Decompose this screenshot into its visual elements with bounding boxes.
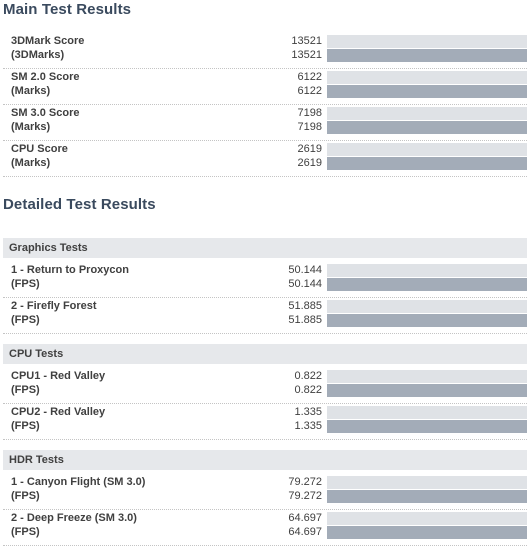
result-unit: (Marks): [11, 121, 51, 133]
result-row-cpu-score: CPU Score (Marks) 2619 2619: [3, 140, 527, 177]
group-header-cpu-tests: CPU Tests: [3, 344, 527, 364]
row-separator: [3, 104, 527, 105]
row-separator: [3, 509, 527, 510]
result-value: 51.885: [288, 300, 322, 312]
result-name: SM 2.0 Score: [11, 71, 80, 83]
result-bar-track: [327, 370, 527, 383]
result-bar-fill: [327, 314, 527, 327]
result-row-deep-freeze: 2 - Deep Freeze (SM 3.0) (FPS) 64.697 64…: [3, 509, 527, 546]
result-row-canyon-flight: 1 - Canyon Flight (SM 3.0) (FPS) 79.272 …: [3, 473, 527, 510]
result-unit: (FPS): [11, 526, 40, 538]
result-bar-fill: [327, 121, 527, 134]
result-bar-fill: [327, 278, 527, 291]
result-bar: [327, 526, 527, 539]
result-bar: [327, 278, 527, 291]
result-bar: [327, 121, 527, 134]
result-value-repeat: 64.697: [288, 526, 322, 538]
result-bar: [327, 384, 527, 397]
result-unit: (FPS): [11, 314, 40, 326]
result-bar-track: [327, 143, 527, 156]
result-bar-fill: [327, 157, 527, 170]
result-row-3dmark-score: 3DMark Score (3DMarks) 13521 13521: [3, 32, 527, 69]
result-row-cpu2-red-valley: CPU2 - Red Valley (FPS) 1.335 1.335: [3, 403, 527, 440]
result-unit: (FPS): [11, 278, 40, 290]
result-value: 79.272: [288, 476, 322, 488]
result-value: 64.697: [288, 512, 322, 524]
main-results-heading: Main Test Results: [3, 1, 132, 18]
result-name: SM 3.0 Score: [11, 107, 80, 119]
result-value-repeat: 2619: [297, 157, 322, 169]
result-bar-track: [327, 71, 527, 84]
result-value-repeat: 1.335: [294, 420, 322, 432]
result-unit: (Marks): [11, 85, 51, 97]
row-separator: [3, 176, 527, 177]
result-name: CPU Score: [11, 143, 68, 155]
result-value: 7198: [297, 107, 322, 119]
result-value-repeat: 79.272: [288, 490, 322, 502]
result-name: CPU1 - Red Valley: [11, 370, 106, 382]
row-separator: [3, 333, 527, 334]
result-value: 1.335: [294, 406, 322, 418]
detailed-results-heading: Detailed Test Results: [3, 196, 156, 213]
result-bar-track: [327, 476, 527, 489]
result-row-sm30-score: SM 3.0 Score (Marks) 7198 7198: [3, 104, 527, 141]
result-bar-track: [327, 300, 527, 313]
result-value: 6122: [297, 71, 322, 83]
group-header-graphics-tests: Graphics Tests: [3, 238, 527, 258]
result-value: 13521: [291, 35, 322, 47]
result-value-repeat: 50.144: [288, 278, 322, 290]
result-name: 1 - Return to Proxycon: [11, 264, 129, 276]
result-bar: [327, 49, 527, 62]
result-row-cpu1-red-valley: CPU1 - Red Valley (FPS) 0.822 0.822: [3, 367, 527, 404]
result-unit: (FPS): [11, 384, 40, 396]
result-unit: (FPS): [11, 490, 40, 502]
result-name: 3DMark Score: [11, 35, 85, 47]
result-value-repeat: 0.822: [294, 384, 322, 396]
result-name: 2 - Deep Freeze (SM 3.0): [11, 512, 137, 524]
result-row-firefly-forest: 2 - Firefly Forest (FPS) 51.885 51.885: [3, 297, 527, 334]
result-value-repeat: 51.885: [288, 314, 322, 326]
result-bar: [327, 85, 527, 98]
result-name: 1 - Canyon Flight (SM 3.0): [11, 476, 146, 488]
result-name: CPU2 - Red Valley: [11, 406, 106, 418]
group-header-hdr-tests: HDR Tests: [3, 450, 527, 470]
result-bar-track: [327, 264, 527, 277]
row-separator: [3, 297, 527, 298]
row-separator: [3, 403, 527, 404]
result-bar-track: [327, 406, 527, 419]
result-bar-fill: [327, 526, 527, 539]
result-bar: [327, 157, 527, 170]
result-bar-fill: [327, 85, 527, 98]
result-bar: [327, 420, 527, 433]
result-bar-track: [327, 107, 527, 120]
result-value-repeat: 6122: [297, 85, 322, 97]
result-bar-track: [327, 512, 527, 525]
result-bar-fill: [327, 490, 527, 503]
result-value-repeat: 13521: [291, 49, 322, 61]
result-unit: (Marks): [11, 157, 51, 169]
row-separator: [3, 68, 527, 69]
result-bar-fill: [327, 49, 527, 62]
result-unit: (3DMarks): [11, 49, 65, 61]
result-bar: [327, 490, 527, 503]
result-unit: (FPS): [11, 420, 40, 432]
result-bar: [327, 314, 527, 327]
result-value: 2619: [297, 143, 322, 155]
result-row-sm20-score: SM 2.0 Score (Marks) 6122 6122: [3, 68, 527, 105]
result-bar-fill: [327, 384, 527, 397]
row-separator: [3, 439, 527, 440]
result-row-return-to-proxycon: 1 - Return to Proxycon (FPS) 50.144 50.1…: [3, 261, 527, 298]
row-separator: [3, 140, 527, 141]
result-value-repeat: 7198: [297, 121, 322, 133]
result-name: 2 - Firefly Forest: [11, 300, 97, 312]
result-bar-fill: [327, 420, 527, 433]
result-value: 50.144: [288, 264, 322, 276]
result-value: 0.822: [294, 370, 322, 382]
result-bar-track: [327, 35, 527, 48]
